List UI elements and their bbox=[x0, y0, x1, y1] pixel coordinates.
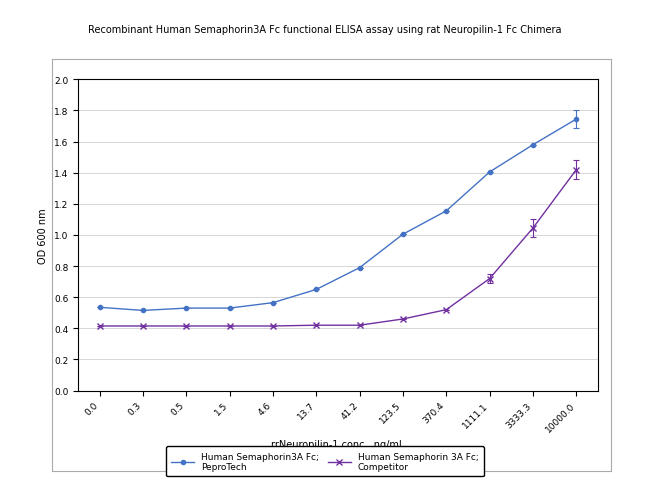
Y-axis label: OD 600 nm: OD 600 nm bbox=[38, 208, 48, 263]
Text: Recombinant Human Semaphorin3A Fc functional ELISA assay using rat Neuropilin-1 : Recombinant Human Semaphorin3A Fc functi… bbox=[88, 25, 562, 35]
X-axis label: rrNeuropilin-1 conc., ng/mL: rrNeuropilin-1 conc., ng/mL bbox=[271, 439, 405, 449]
Legend: Human Semaphorin3A Fc;
PeproTech, Human Semaphorin 3A Fc;
Competitor: Human Semaphorin3A Fc; PeproTech, Human … bbox=[166, 446, 484, 476]
